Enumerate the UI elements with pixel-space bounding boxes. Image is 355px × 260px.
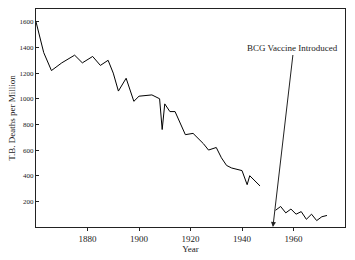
svg-text:1920: 1920 <box>182 234 201 244</box>
svg-text:1400: 1400 <box>20 44 35 52</box>
svg-text:1900: 1900 <box>130 234 149 244</box>
svg-text:1000: 1000 <box>20 95 35 103</box>
svg-text:Year: Year <box>182 244 199 254</box>
svg-text:1940: 1940 <box>233 234 252 244</box>
svg-text:1960: 1960 <box>285 234 304 244</box>
svg-text:600: 600 <box>23 147 34 155</box>
svg-text:T.B. Deaths per Million: T.B. Deaths per Million <box>7 75 17 161</box>
svg-text:1200: 1200 <box>20 70 35 78</box>
svg-text:200: 200 <box>23 198 34 206</box>
svg-text:1600: 1600 <box>20 18 35 26</box>
svg-text:400: 400 <box>23 172 34 180</box>
svg-text:1880: 1880 <box>79 234 98 244</box>
svg-text:BCG Vaccine Introduced: BCG Vaccine Introduced <box>247 43 338 53</box>
svg-text:800: 800 <box>23 121 34 129</box>
